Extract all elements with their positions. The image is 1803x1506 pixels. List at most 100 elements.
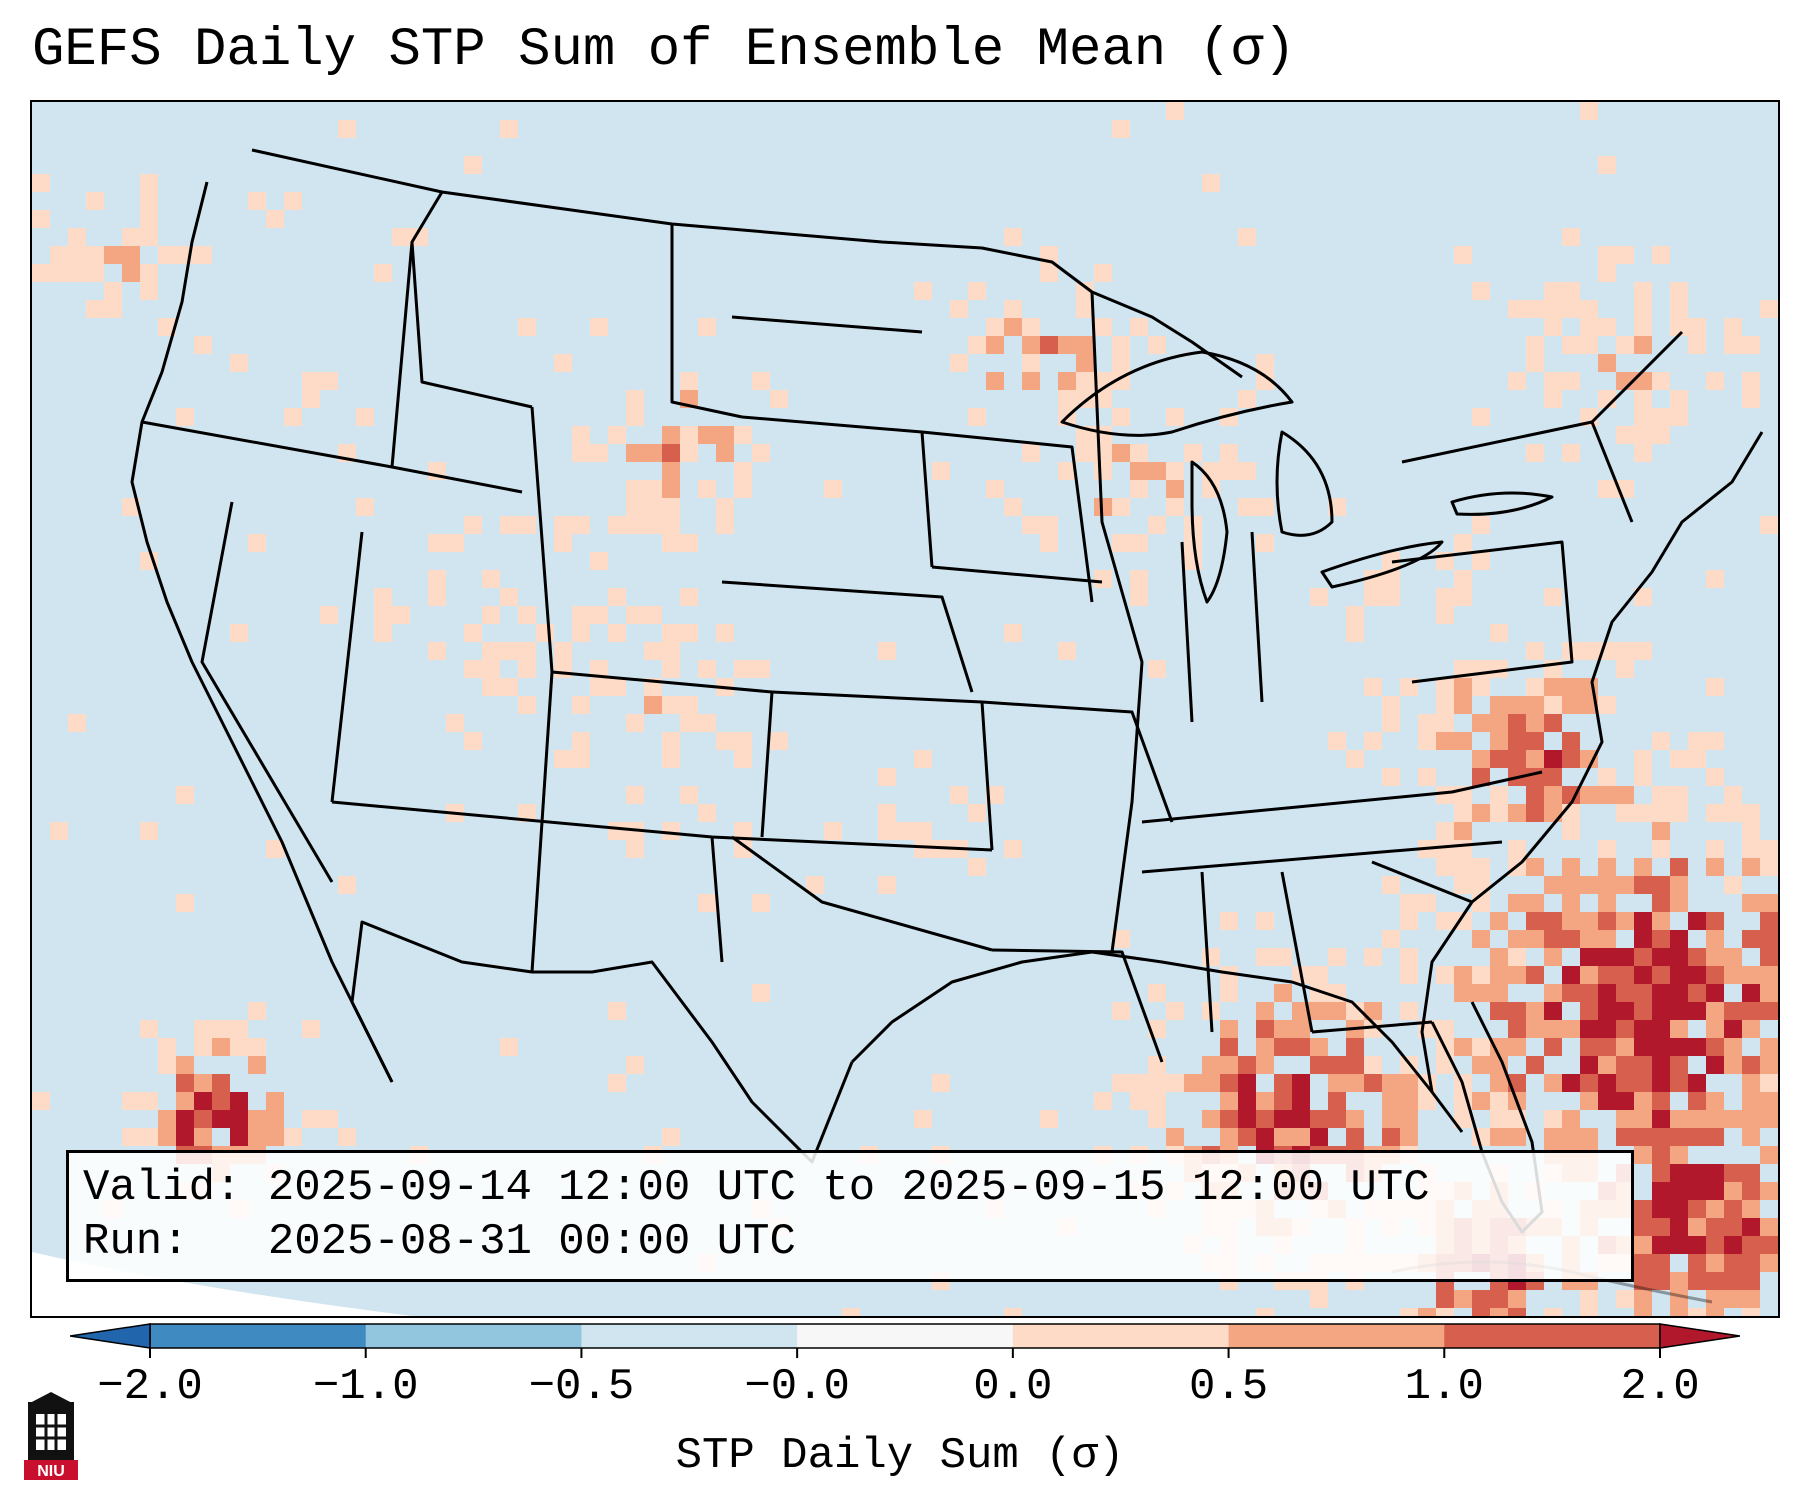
anomaly-cell — [1004, 228, 1022, 246]
colorbar-tick-label: 2.0 — [1620, 1362, 1700, 1412]
anomaly-cell — [1112, 120, 1130, 138]
anomaly-cell — [1238, 1092, 1256, 1110]
anomaly-cell — [824, 480, 842, 498]
anomaly-cell — [1454, 966, 1472, 984]
anomaly-cell — [716, 444, 734, 462]
anomaly-cell — [752, 984, 770, 1002]
anomaly-cell — [1688, 318, 1706, 336]
colorbar-tick-label: 0.0 — [973, 1362, 1053, 1412]
anomaly-cell — [662, 480, 680, 498]
anomaly-cell — [662, 1128, 680, 1146]
anomaly-cell — [1058, 372, 1076, 390]
anomaly-cell — [1238, 498, 1256, 516]
state-line-ia-mo — [931, 565, 1103, 584]
anomaly-cell — [1454, 696, 1472, 714]
anomaly-cell — [1364, 1002, 1382, 1020]
anomaly-cell — [1364, 732, 1382, 750]
anomaly-cell — [1688, 1002, 1706, 1020]
anomaly-cell — [1580, 912, 1598, 930]
anomaly-cell — [1562, 372, 1580, 390]
anomaly-cell — [1670, 1164, 1688, 1182]
anomaly-cell — [1022, 354, 1040, 372]
anomaly-cell — [1652, 894, 1670, 912]
anomaly-cell — [644, 444, 662, 462]
anomaly-cell — [140, 1128, 158, 1146]
anomaly-cell — [464, 156, 482, 174]
anomaly-cell — [230, 1110, 248, 1128]
anomaly-cell — [464, 732, 482, 750]
anomaly-cell — [122, 498, 140, 516]
anomaly-cell — [1490, 1038, 1508, 1056]
anomaly-cell — [1562, 336, 1580, 354]
anomaly-cell — [1616, 426, 1634, 444]
anomaly-cell — [1742, 1164, 1760, 1182]
anomaly-cell — [1436, 912, 1454, 930]
anomaly-cell — [1634, 1272, 1652, 1290]
anomaly-cell — [1634, 1254, 1652, 1272]
anomaly-cell — [1616, 948, 1634, 966]
anomaly-cell — [320, 372, 338, 390]
anomaly-cell — [1760, 1092, 1778, 1110]
anomaly-cell — [1670, 966, 1688, 984]
anomaly-cell — [1742, 840, 1760, 858]
anomaly-cell — [194, 1110, 212, 1128]
anomaly-cell — [1436, 1020, 1454, 1038]
anomaly-cell — [932, 462, 950, 480]
anomaly-cell — [1580, 948, 1598, 966]
anomaly-cell — [662, 498, 680, 516]
anomaly-cell — [32, 174, 50, 192]
anomaly-cell — [1634, 318, 1652, 336]
anomaly-cell — [302, 1020, 320, 1038]
anomaly-cell — [1400, 1308, 1418, 1316]
anomaly-cell — [1238, 390, 1256, 408]
anomaly-cell — [374, 606, 392, 624]
anomaly-cell — [1544, 1128, 1562, 1146]
anomaly-cell — [176, 1128, 194, 1146]
anomaly-cell — [1652, 1200, 1670, 1218]
anomaly-cell — [1688, 966, 1706, 984]
anomaly-cell — [1094, 318, 1112, 336]
anomaly-cell — [1742, 1218, 1760, 1236]
anomaly-cell — [1040, 264, 1058, 282]
anomaly-cell — [1742, 822, 1760, 840]
anomaly-cell — [392, 228, 410, 246]
anomaly-cell — [140, 174, 158, 192]
anomaly-cell — [662, 696, 680, 714]
anomaly-cell — [1634, 1056, 1652, 1074]
anomaly-cell — [608, 678, 626, 696]
anomaly-cell — [662, 642, 680, 660]
anomaly-cell — [1130, 318, 1148, 336]
anomaly-cell — [1220, 1092, 1238, 1110]
anomaly-cell — [1472, 1308, 1490, 1316]
anomaly-cell — [482, 642, 500, 660]
anomaly-cell — [1688, 336, 1706, 354]
anomaly-cell — [1112, 930, 1130, 948]
anomaly-cell — [1688, 1092, 1706, 1110]
anomaly-cell — [1184, 444, 1202, 462]
anomaly-cell — [1616, 1074, 1634, 1092]
anomaly-cell — [1598, 930, 1616, 948]
anomaly-cell — [1490, 1110, 1508, 1128]
anomaly-cell — [194, 1038, 212, 1056]
anomaly-cell — [1634, 1038, 1652, 1056]
anomaly-cell — [716, 732, 734, 750]
anomaly-cell — [680, 786, 698, 804]
anomaly-cell — [1508, 1038, 1526, 1056]
anomaly-cell — [1544, 1020, 1562, 1038]
anomaly-cell — [1688, 1182, 1706, 1200]
anomaly-cell — [230, 1092, 248, 1110]
anomaly-cell — [1346, 624, 1364, 642]
anomaly-cell — [176, 1092, 194, 1110]
colorbar-segment — [1228, 1324, 1445, 1348]
anomaly-cell — [1652, 948, 1670, 966]
anomaly-cell — [1274, 1128, 1292, 1146]
anomaly-cell — [338, 1128, 356, 1146]
anomaly-cell — [1472, 1056, 1490, 1074]
anomaly-cell — [1220, 1110, 1238, 1128]
anomaly-cell — [1508, 804, 1526, 822]
anomaly-cell — [1148, 1074, 1166, 1092]
anomaly-cell — [1112, 354, 1130, 372]
anomaly-cell — [1184, 1074, 1202, 1092]
anomaly-cell — [626, 606, 644, 624]
anomaly-cell — [1112, 444, 1130, 462]
